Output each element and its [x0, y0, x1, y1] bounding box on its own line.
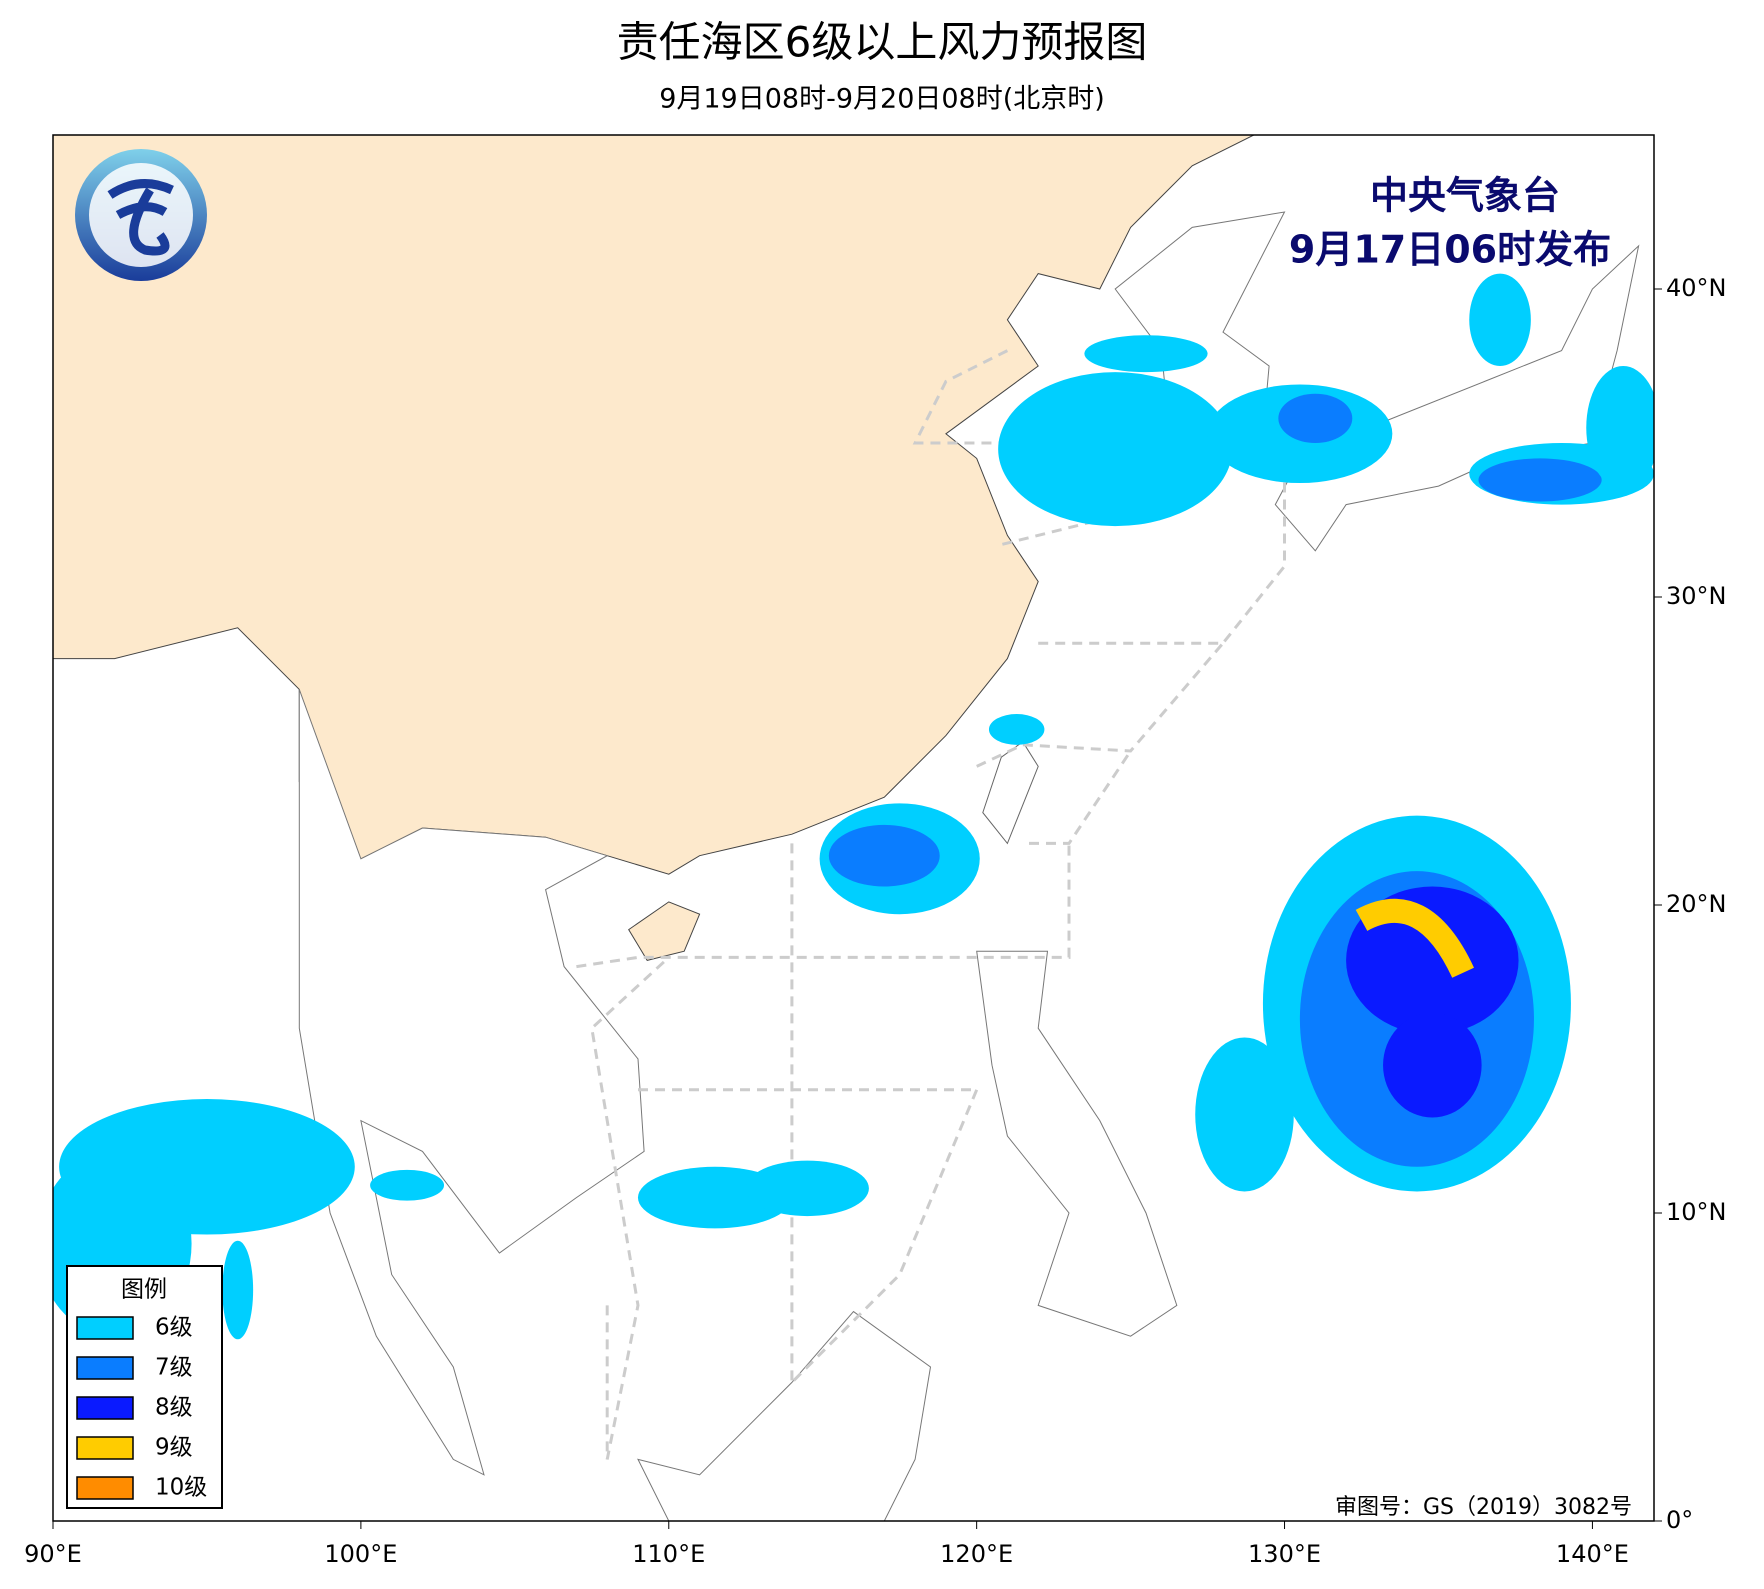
y-tick-label: 20°N [1666, 890, 1727, 918]
sea-zone-boundary [1038, 443, 1286, 645]
issue-time: 9月17日06时发布 [1289, 228, 1611, 272]
sea-zone-boundary [576, 843, 1071, 969]
issuer: 中央气象台 [1370, 174, 1560, 218]
title: 责任海区6级以上风力预报图 [617, 18, 1148, 67]
sea-zone-boundary [590, 956, 670, 1460]
legend-swatch [76, 1316, 134, 1340]
wind-area [1469, 273, 1531, 366]
wind-area [988, 714, 1045, 745]
map-area [53, 135, 1654, 1521]
legend-swatch [76, 1476, 134, 1500]
philippines [976, 950, 1178, 1337]
legend-swatch [76, 1396, 134, 1420]
wind-area [1355, 898, 1474, 978]
wind-area [1346, 886, 1519, 1035]
legend-label: 9级 [155, 1435, 193, 1461]
legend-title: 图例 [121, 1277, 167, 1303]
sea-zone-boundary [912, 349, 1163, 547]
x-tick-label: 90°E [24, 1540, 82, 1568]
borneo [637, 1310, 932, 1521]
y-tick-label: 10°N [1666, 1198, 1727, 1226]
wind-area [1278, 393, 1353, 443]
wind-area [998, 372, 1233, 527]
wind-area [1195, 1037, 1294, 1192]
wind-area [1383, 1012, 1482, 1118]
legend-swatch [76, 1436, 134, 1460]
x-tick-label: 120°E [940, 1540, 1013, 1568]
x-tick-label: 140°E [1556, 1540, 1629, 1568]
legend-label: 6级 [155, 1315, 193, 1341]
legend: 6级 7级 8级 9级 10级 [76, 1315, 207, 1501]
legend-label: 8级 [155, 1395, 193, 1421]
sea-zone-boundary [1029, 750, 1132, 845]
logo [75, 149, 207, 281]
legend-box [66, 1265, 223, 1509]
x-tick-label: 130°E [1248, 1540, 1321, 1568]
wind-area [828, 824, 940, 887]
subtitle: 9月19日08时-9月20日08时(北京时) [659, 84, 1105, 115]
indochina [298, 689, 645, 1476]
legend-swatch [76, 1356, 134, 1380]
japan [1274, 244, 1640, 552]
wind-area [1478, 458, 1602, 502]
x-tick-label: 100°E [324, 1540, 397, 1568]
y-tick-label: 40°N [1666, 274, 1727, 302]
wind-area [222, 1240, 254, 1340]
approval-number: 审图号：GS（2019）3082号 [1335, 1495, 1632, 1520]
wind-area [1586, 366, 1654, 490]
wind-area [370, 1169, 445, 1201]
map-frame [52, 134, 1655, 1522]
y-tick-label: 30°N [1666, 582, 1727, 610]
wind-area [1084, 335, 1208, 373]
taiwan [982, 741, 1039, 845]
legend-label: 10级 [155, 1475, 207, 1501]
sea-zone-boundary [976, 642, 1225, 768]
y-tick-label: 0° [1666, 1506, 1693, 1534]
legend-label: 7级 [155, 1355, 193, 1381]
wind-area [745, 1160, 869, 1217]
x-tick-label: 110°E [632, 1540, 705, 1568]
hainan [628, 901, 701, 961]
